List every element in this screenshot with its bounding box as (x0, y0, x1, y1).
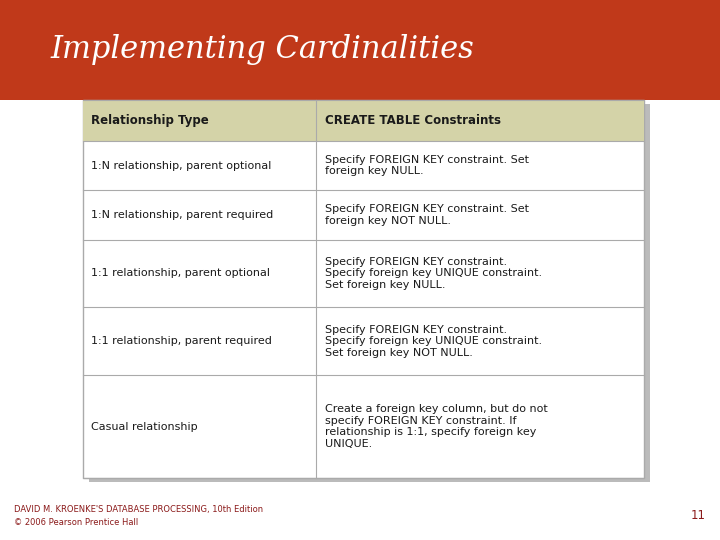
FancyBboxPatch shape (0, 0, 720, 100)
Text: foreign key NULL.: foreign key NULL. (325, 166, 423, 177)
Text: Specify foreign key UNIQUE constraint.: Specify foreign key UNIQUE constraint. (325, 336, 541, 346)
Text: Set foreign key NOT NULL.: Set foreign key NOT NULL. (325, 348, 472, 358)
FancyBboxPatch shape (83, 100, 644, 478)
Text: Implementing Cardinalities: Implementing Cardinalities (50, 35, 474, 65)
Text: relationship is 1:1, specify foreign key: relationship is 1:1, specify foreign key (325, 427, 536, 437)
Text: Specify FOREIGN KEY constraint.: Specify FOREIGN KEY constraint. (325, 325, 507, 335)
Text: 1:N relationship, parent optional: 1:N relationship, parent optional (91, 160, 272, 171)
Text: Specify FOREIGN KEY constraint. Set: Specify FOREIGN KEY constraint. Set (325, 204, 528, 214)
Text: 11: 11 (690, 509, 706, 522)
Text: DAVID M. KROENKE'S DATABASE PROCESSING, 10th Edition
© 2006 Pearson Prentice Hal: DAVID M. KROENKE'S DATABASE PROCESSING, … (14, 504, 264, 527)
Text: Specify FOREIGN KEY constraint.: Specify FOREIGN KEY constraint. (325, 257, 507, 267)
Text: UNIQUE.: UNIQUE. (325, 439, 372, 449)
Text: CREATE TABLE Constraints: CREATE TABLE Constraints (325, 114, 500, 127)
Text: Specify foreign key UNIQUE constraint.: Specify foreign key UNIQUE constraint. (325, 268, 541, 279)
Text: Create a foreign key column, but do not: Create a foreign key column, but do not (325, 404, 547, 414)
Text: 1:N relationship, parent required: 1:N relationship, parent required (91, 210, 274, 220)
Text: Casual relationship: Casual relationship (91, 422, 198, 431)
Text: specify FOREIGN KEY constraint. If: specify FOREIGN KEY constraint. If (325, 416, 516, 426)
Text: foreign key NOT NULL.: foreign key NOT NULL. (325, 216, 451, 226)
Text: Set foreign key NULL.: Set foreign key NULL. (325, 280, 445, 290)
FancyBboxPatch shape (83, 100, 644, 141)
Text: Relationship Type: Relationship Type (91, 114, 210, 127)
Text: Specify FOREIGN KEY constraint. Set: Specify FOREIGN KEY constraint. Set (325, 155, 528, 165)
FancyBboxPatch shape (89, 104, 650, 482)
Text: 1:1 relationship, parent required: 1:1 relationship, parent required (91, 336, 272, 346)
Text: 1:1 relationship, parent optional: 1:1 relationship, parent optional (91, 268, 271, 279)
